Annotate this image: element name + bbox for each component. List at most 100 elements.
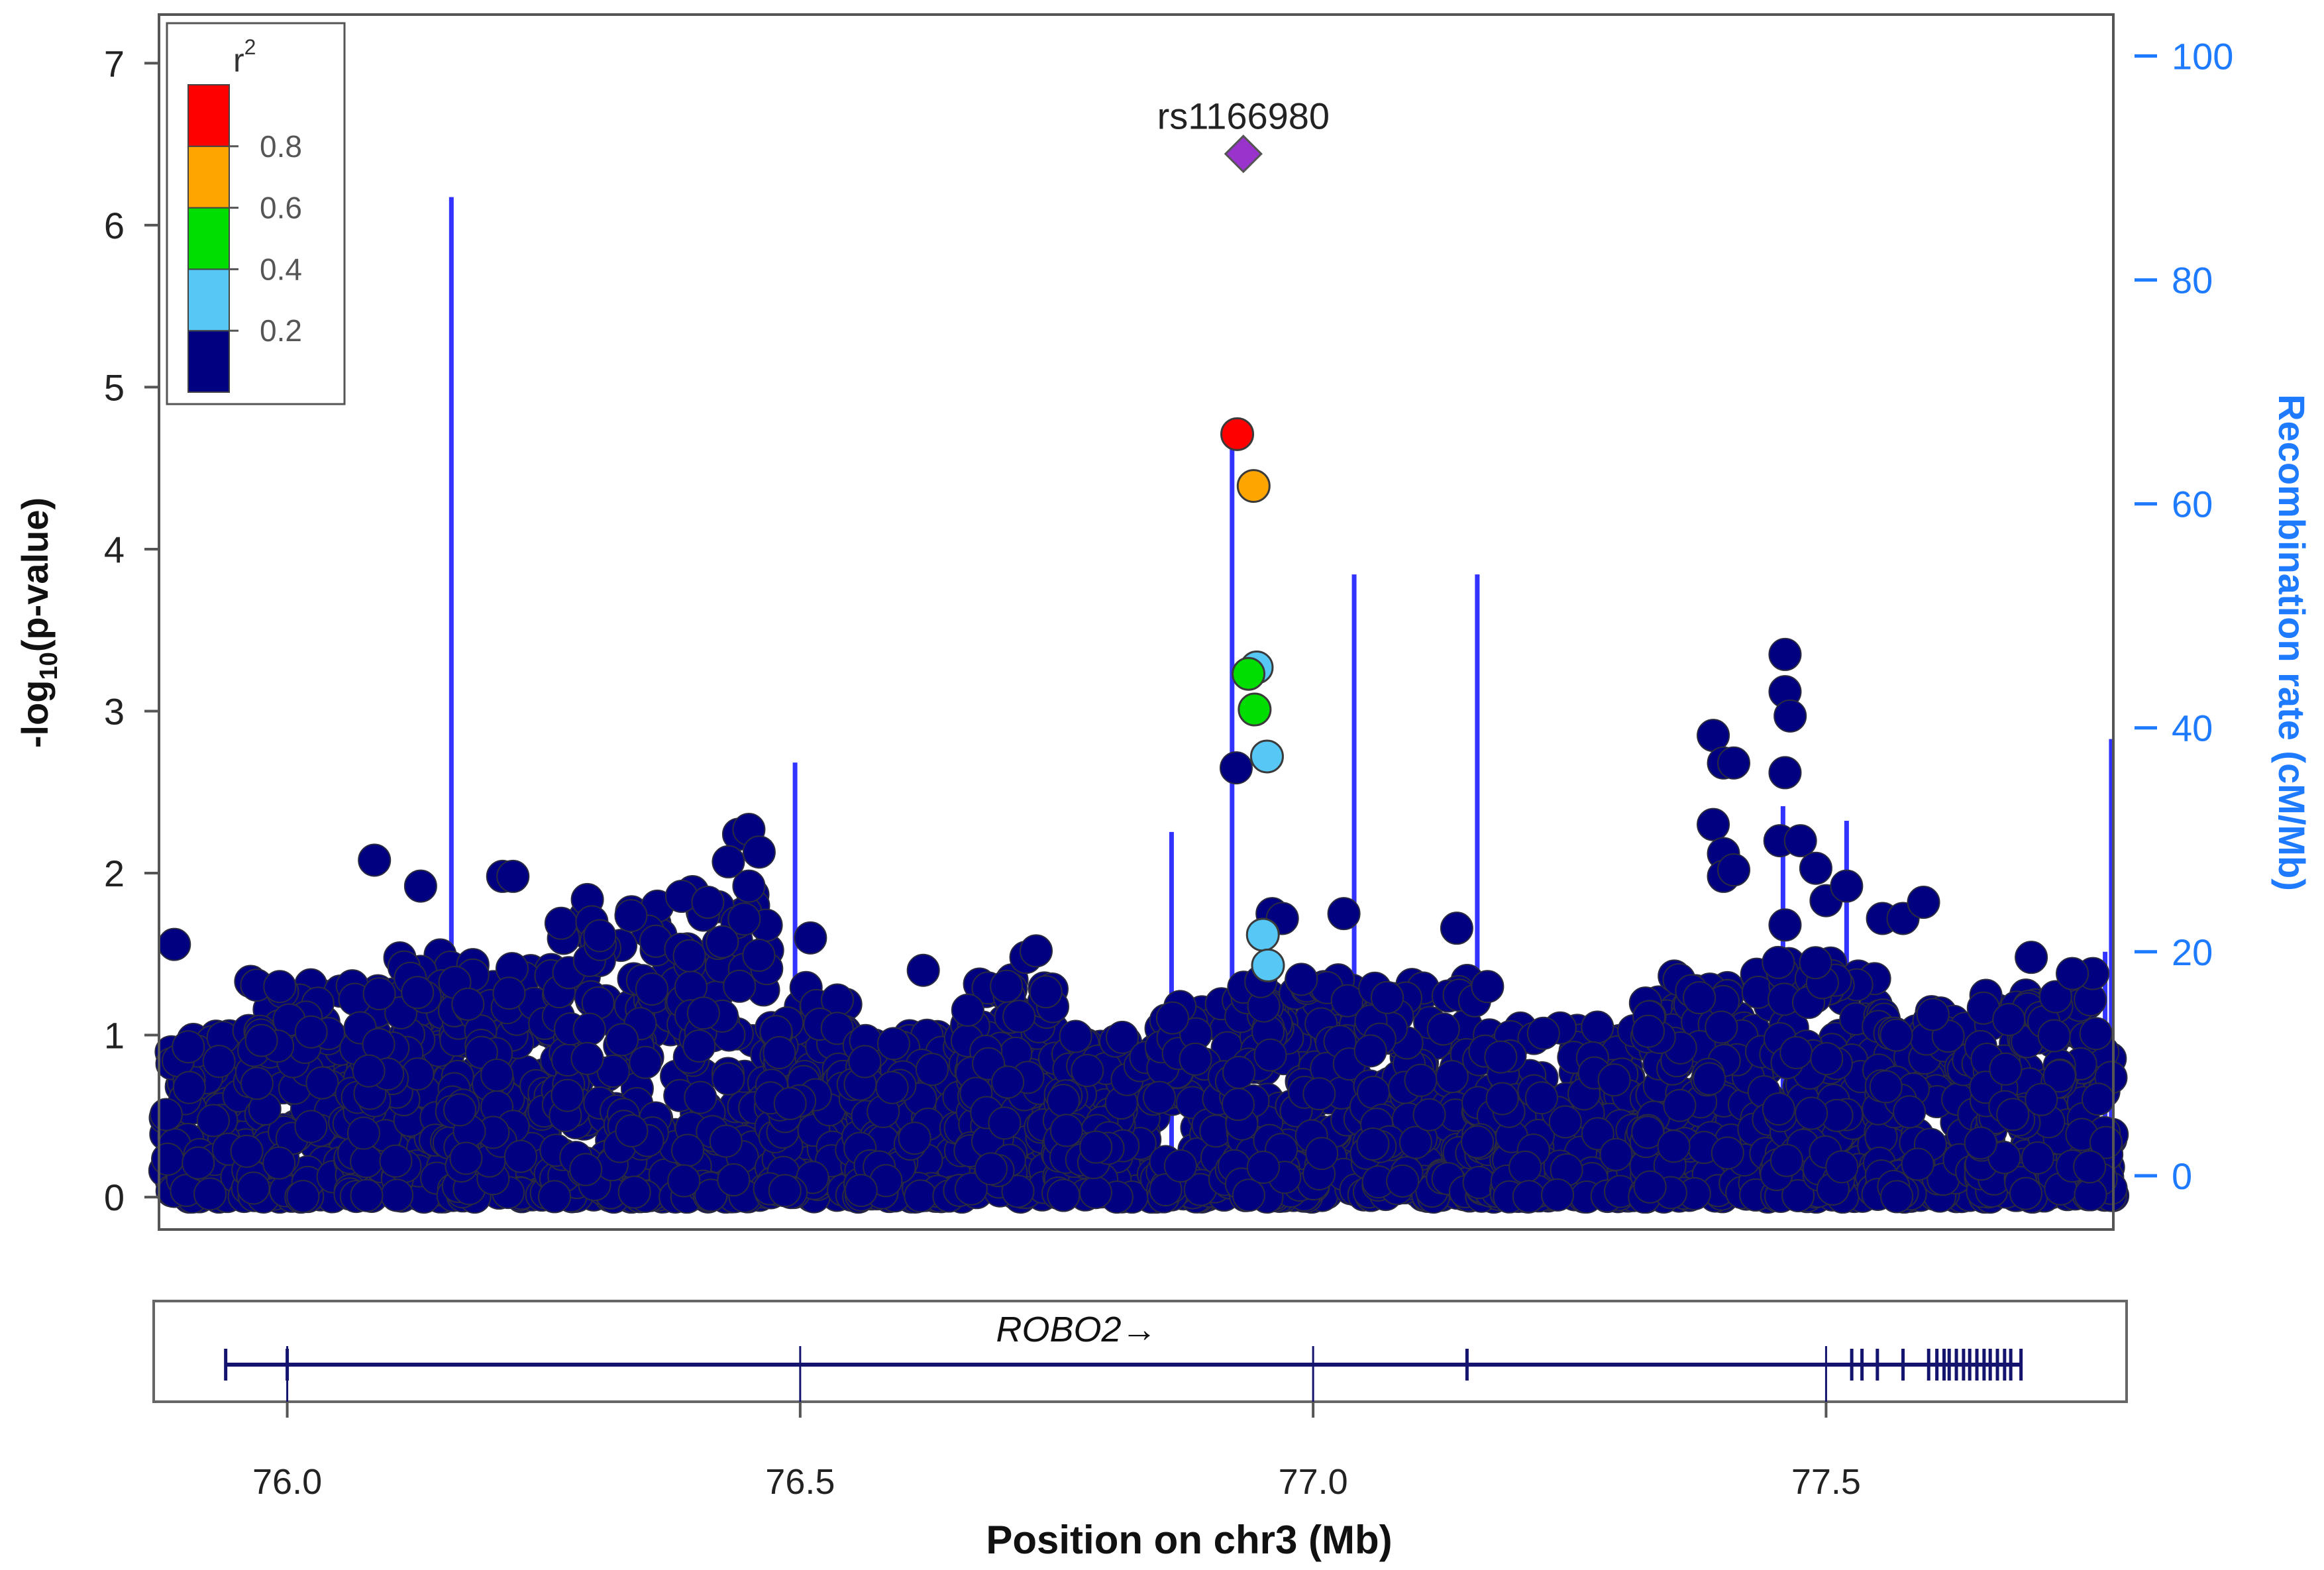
data-point: [1781, 1178, 1815, 1212]
data-point: [2056, 957, 2089, 990]
data-point: [1599, 1137, 1633, 1171]
data-point: [709, 1124, 743, 1158]
data-point: [1996, 1098, 2030, 1131]
data-point: [1762, 1092, 1795, 1126]
x-tick-label: 76.5: [765, 1462, 835, 1502]
data-point: [1370, 980, 1404, 1014]
data-point: [1768, 637, 1802, 671]
data-point: [794, 921, 827, 955]
data-point: [1769, 1143, 1803, 1177]
data-point: [294, 1015, 328, 1049]
data-point: [667, 1164, 701, 1198]
ld-data-point: [1220, 417, 1255, 451]
data-point: [2037, 1019, 2071, 1053]
data-point: [1825, 1150, 1859, 1184]
data-point: [1305, 1137, 1339, 1171]
y-axis-label-sub: 10: [35, 652, 63, 680]
ld-data-point: [1236, 469, 1271, 503]
data-point: [1002, 1000, 1036, 1033]
data-point: [1047, 1084, 1081, 1118]
data-point: [172, 1030, 205, 1064]
data-point: [570, 1041, 604, 1075]
data-point: [1253, 1038, 1287, 1072]
data-point: [1795, 1096, 1828, 1130]
data-point: [991, 1065, 1025, 1099]
data-point: [544, 906, 578, 940]
y-axis-left: 0 1 2 3 4 5 6 7: [104, 42, 159, 1218]
lead-snp-marker: [1224, 134, 1263, 174]
data-point: [193, 1177, 227, 1211]
data-point: [1440, 912, 1473, 945]
data-point: [244, 1023, 278, 1057]
x-tick-label: 76.0: [252, 1462, 322, 1502]
ld-legend-title-main: r: [233, 42, 244, 79]
ld-legend-tick-label: 0.4: [260, 252, 302, 286]
data-point: [362, 977, 396, 1011]
data-point: [1059, 1020, 1092, 1053]
y2-tick-label: 0: [2172, 1155, 2192, 1197]
data-point: [1693, 1062, 1726, 1096]
data-point: [1992, 1003, 2026, 1037]
y-tick-label: 1: [104, 1015, 125, 1057]
data-point: [352, 1054, 386, 1088]
data-point: [635, 972, 668, 1006]
data-point: [712, 845, 745, 878]
data-point: [706, 925, 739, 959]
data-point: [149, 1098, 183, 1131]
data-point: [723, 969, 757, 1003]
data-point: [1663, 1088, 1697, 1122]
y-tick-label: 4: [104, 529, 125, 570]
data-point: [2079, 1017, 2113, 1051]
data-point: [1386, 1164, 1420, 1198]
ld-legend-tick-label: 0.8: [260, 129, 302, 164]
data-point: [717, 1163, 751, 1197]
y-tick-label: 5: [104, 366, 125, 408]
data-point: [403, 869, 437, 903]
data-point: [682, 1029, 716, 1063]
data-point: [538, 1180, 572, 1214]
data-point: [1717, 853, 1751, 887]
data-point: [1773, 699, 1807, 733]
data-point: [1633, 1170, 1667, 1204]
data-point: [1020, 934, 1053, 968]
data-point: [732, 869, 766, 903]
ld-legend-bin: [187, 84, 230, 147]
data-point: [1357, 1075, 1391, 1109]
data-point: [951, 993, 984, 1027]
data-point: [1526, 1016, 1560, 1050]
data-point: [617, 1175, 651, 1209]
data-point: [496, 859, 530, 893]
data-point: [1232, 1178, 1265, 1212]
data-point: [1512, 1180, 1546, 1214]
data-point: [2038, 980, 2072, 1014]
data-point: [401, 976, 435, 1010]
data-point: [876, 1027, 910, 1061]
data-point: [1631, 1116, 1665, 1149]
data-point: [2015, 941, 2048, 974]
data-point: [305, 1066, 339, 1100]
data-point: [1484, 1040, 1518, 1074]
data-point: [551, 1078, 584, 1112]
data-point: [1106, 1020, 1139, 1054]
lead-snp-label: rs1166980: [1157, 95, 1330, 136]
data-point: [906, 953, 940, 987]
data-point: [2082, 1082, 2115, 1116]
data-point: [763, 1036, 796, 1070]
data-point: [2042, 1059, 2076, 1093]
data-point: [727, 902, 761, 936]
data-point: [240, 1067, 274, 1100]
y2-tick-label: 40: [2172, 707, 2213, 749]
data-point: [606, 1023, 639, 1057]
data-point: [492, 976, 526, 1010]
data-point: [1353, 1034, 1387, 1068]
data-point: [2025, 1082, 2058, 1116]
data-point: [988, 1106, 1022, 1140]
data-point: [1783, 824, 1817, 858]
data-point: [2021, 1141, 2054, 1175]
data-point: [1079, 1176, 1112, 1210]
data-point: [1762, 945, 1795, 979]
data-point: [1246, 1151, 1280, 1184]
ld-legend: r2 0.2 0.4 0.6 0.8: [166, 22, 346, 405]
y-tick-label: 6: [104, 205, 125, 246]
data-point: [451, 987, 485, 1021]
